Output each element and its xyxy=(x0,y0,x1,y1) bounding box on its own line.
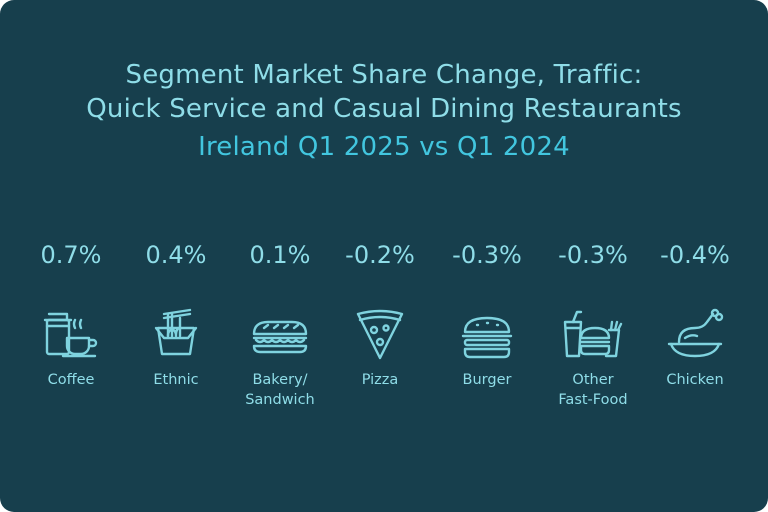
segment-label: Other Fast-Food xyxy=(558,372,628,408)
segment-value: 0.4% xyxy=(145,241,207,269)
segment-label: Chicken xyxy=(666,372,724,388)
segment-value: 0.1% xyxy=(249,241,311,269)
segment-label: Pizza xyxy=(361,372,399,388)
fast-food-icon xyxy=(563,308,623,362)
segment-value: -0.3% xyxy=(452,241,522,269)
segment-pizza: -0.2% Pizza xyxy=(325,238,435,388)
segment-label: Bakery/ Sandwich xyxy=(245,372,315,408)
subtitle: Ireland Q1 2025 vs Q1 2024 xyxy=(198,132,570,162)
chicken-leg-icon xyxy=(665,308,725,362)
segment-ethnic: 0.4% Ethnic xyxy=(121,238,231,388)
title-line-1: Segment Market Share Change, Traffic: xyxy=(125,60,643,90)
segment-value: -0.4% xyxy=(660,241,730,269)
segment-bakery-sandwich: 0.1% Bakery/ Sandwich xyxy=(225,238,335,408)
sandwich-icon xyxy=(250,308,310,362)
segment-label: Burger xyxy=(462,372,512,388)
segment-label: Coffee xyxy=(47,372,95,388)
segment-label: Ethnic xyxy=(153,372,199,388)
burger-icon xyxy=(457,308,517,362)
noodle-box-icon xyxy=(146,308,206,362)
title-line-2: Quick Service and Casual Dining Restaura… xyxy=(86,94,682,124)
segment-value: 0.7% xyxy=(40,241,102,269)
pizza-slice-icon xyxy=(350,308,410,362)
coffee-cup-icon xyxy=(41,308,101,362)
segment-burger: -0.3% Burger xyxy=(432,238,542,388)
segment-chicken: -0.4% Chicken xyxy=(640,238,750,388)
segment-value: -0.3% xyxy=(558,241,628,269)
segment-other-fast-food: -0.3% Other Fast-Food xyxy=(538,238,648,408)
segment-coffee: 0.7% Coffee xyxy=(16,238,126,388)
segment-value: -0.2% xyxy=(345,241,415,269)
